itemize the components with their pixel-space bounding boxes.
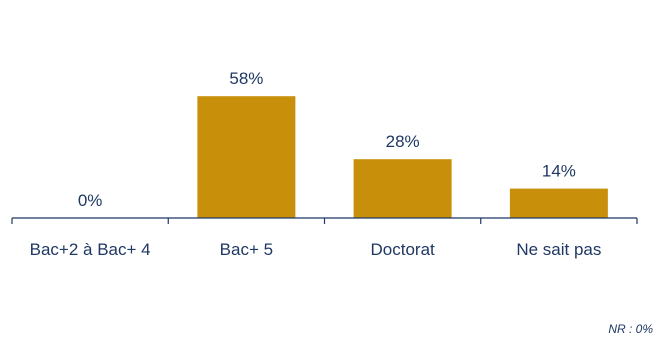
data-label: 28%	[386, 132, 420, 151]
bar	[197, 96, 296, 218]
bar	[353, 159, 452, 218]
value-labels-layer: 0% 58% 28% 14%	[78, 69, 576, 210]
data-label: 58%	[229, 69, 263, 88]
x-axis-ticks	[11, 218, 638, 224]
category-label: Ne sait pas	[516, 240, 601, 259]
category-labels-layer: Bac+2 à Bac+ 4 Bac+ 5 Doctorat Ne sait pas	[30, 240, 602, 259]
data-label: 14%	[542, 162, 576, 181]
category-label: Doctorat	[371, 240, 436, 259]
bars-layer	[197, 96, 608, 218]
bar	[509, 188, 608, 218]
data-label: 0%	[78, 191, 103, 210]
category-label: Bac+ 5	[220, 240, 273, 259]
non-response-note: NR : 0%	[608, 322, 653, 336]
category-label: Bac+2 à Bac+ 4	[30, 240, 151, 259]
